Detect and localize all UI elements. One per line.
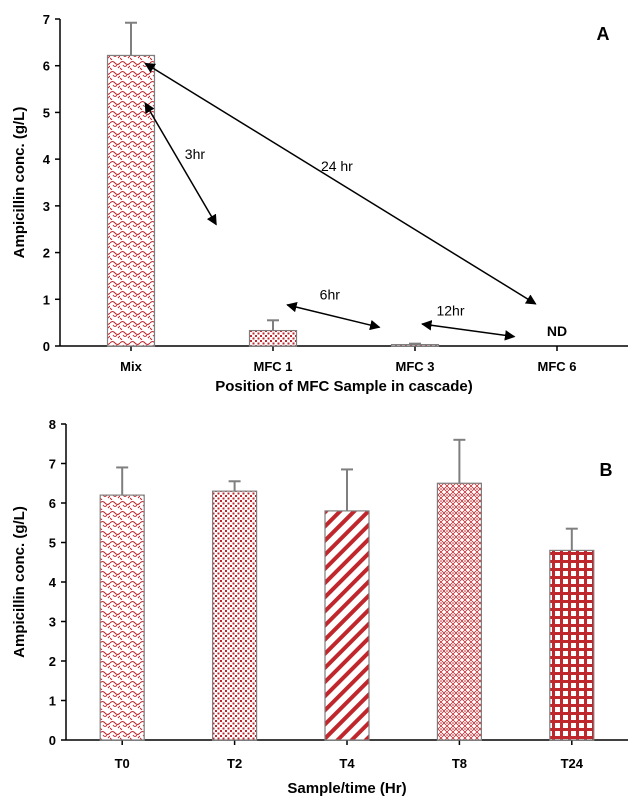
annotation-arrow bbox=[144, 62, 537, 305]
x-axis-label: Sample/time (Hr) bbox=[287, 780, 406, 797]
annotation-arrow bbox=[144, 102, 217, 226]
y-axis-label: Ampicillin conc. (g/L) bbox=[11, 107, 28, 259]
y-tick-label: 4 bbox=[43, 152, 51, 167]
bar-t24 bbox=[549, 549, 595, 741]
annotation-arrow bbox=[286, 302, 381, 331]
annotation-label: 6hr bbox=[320, 286, 341, 302]
y-tick-label: 1 bbox=[43, 292, 50, 307]
y-tick-label: 7 bbox=[49, 457, 56, 472]
x-tick-label: MFC 3 bbox=[396, 359, 435, 374]
annotation-label: 3hr bbox=[185, 146, 206, 162]
y-tick-label: 5 bbox=[43, 105, 50, 120]
x-tick-label: Mix bbox=[120, 359, 142, 374]
y-tick-label: 7 bbox=[43, 12, 50, 27]
value-label: ND bbox=[547, 323, 567, 339]
x-tick-label: T2 bbox=[227, 756, 242, 771]
bar-mfc-1 bbox=[248, 329, 298, 347]
y-tick-label: 6 bbox=[49, 496, 56, 511]
y-tick-label: 5 bbox=[49, 536, 56, 551]
y-tick-label: 2 bbox=[43, 246, 50, 261]
y-tick-label: 0 bbox=[49, 733, 56, 748]
y-tick-label: 1 bbox=[49, 694, 56, 709]
bar-t8 bbox=[436, 482, 482, 741]
y-tick-label: 6 bbox=[43, 59, 50, 74]
x-axis-label: Position of MFC Sample in cascade) bbox=[215, 378, 473, 395]
x-tick-label: T0 bbox=[115, 756, 130, 771]
chart-panel-a: 0 1 2 3 4 5 6 7 Mix MFC 1 MFC 3 ND MFC 6 Position of … bbox=[11, 12, 628, 395]
bar-t2 bbox=[212, 490, 258, 741]
y-tick-label: 4 bbox=[49, 575, 57, 590]
bar-t0 bbox=[99, 494, 145, 741]
panel-label: B bbox=[600, 460, 613, 480]
panel-label: A bbox=[597, 24, 610, 44]
bar-mix bbox=[106, 54, 156, 347]
annotation-arrow bbox=[421, 320, 516, 341]
bar-t4 bbox=[324, 510, 370, 741]
y-tick-label: 0 bbox=[43, 339, 50, 354]
x-tick-label: T24 bbox=[561, 756, 584, 771]
y-tick-label: 2 bbox=[49, 654, 56, 669]
x-tick-label: MFC 1 bbox=[254, 359, 293, 374]
x-tick-label: MFC 6 bbox=[538, 359, 577, 374]
y-tick-label: 3 bbox=[43, 199, 50, 214]
y-tick-label: 8 bbox=[49, 417, 56, 432]
y-axis-label: Ampicillin conc. (g/L) bbox=[11, 506, 28, 658]
chart-panel-b: 0 1 2 3 4 5 6 7 8 T0 T2 T4 T8 T24 Sample/time (Hr) Ampi… bbox=[11, 417, 628, 797]
annotation-label: 12hr bbox=[436, 303, 464, 319]
x-tick-label: T8 bbox=[452, 756, 467, 771]
annotation-label: 24 hr bbox=[321, 158, 353, 174]
bar-mfc-3 bbox=[390, 343, 440, 347]
x-tick-label: T4 bbox=[339, 756, 355, 771]
y-tick-label: 3 bbox=[49, 615, 56, 630]
